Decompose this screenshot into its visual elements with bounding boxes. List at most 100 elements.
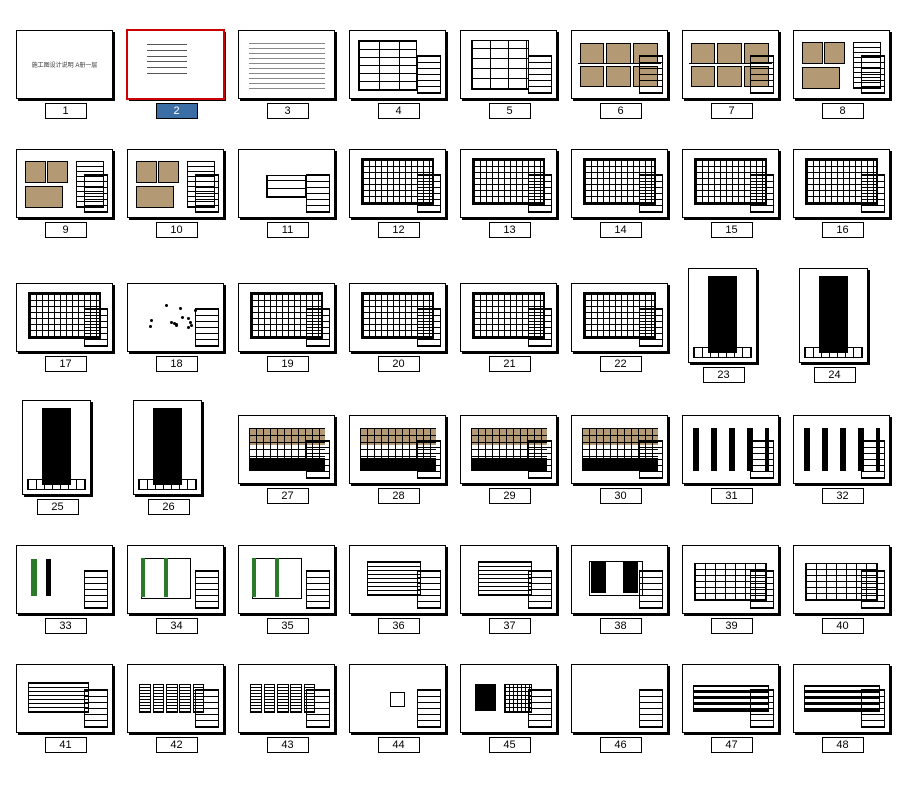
page-number-label[interactable]: 13: [489, 222, 531, 238]
page-number-label[interactable]: 24: [814, 367, 856, 383]
page-number-label[interactable]: 7: [711, 103, 753, 119]
page-number-label[interactable]: 23: [703, 367, 745, 383]
thumbnail-44[interactable]: 44: [349, 664, 446, 733]
thumbnail-42[interactable]: 42: [127, 664, 224, 733]
thumbnail-3[interactable]: 3: [238, 30, 335, 99]
page-number-label[interactable]: 22: [600, 356, 642, 372]
thumbnail-30[interactable]: 30: [571, 415, 668, 484]
page-number-label[interactable]: 12: [378, 222, 420, 238]
page-number-label[interactable]: 8: [822, 103, 864, 119]
page-number-label[interactable]: 35: [267, 618, 309, 634]
page-number-label[interactable]: 26: [148, 499, 190, 515]
page-number-label[interactable]: 2: [156, 103, 198, 119]
page-number-label[interactable]: 28: [378, 488, 420, 504]
thumbnail-38[interactable]: 38: [571, 545, 668, 614]
page-number-label[interactable]: 34: [156, 618, 198, 634]
thumbnail-7[interactable]: 7: [682, 30, 779, 99]
thumbnail-15[interactable]: 15: [682, 149, 779, 218]
page-number-label[interactable]: 37: [489, 618, 531, 634]
thumbnail-45[interactable]: 45: [460, 664, 557, 733]
thumbnail-26[interactable]: 26: [133, 400, 202, 495]
page-number-label[interactable]: 43: [267, 737, 309, 753]
thumbnail-31[interactable]: 31: [682, 415, 779, 484]
thumbnail-23[interactable]: 23: [688, 268, 757, 363]
page-number-label[interactable]: 18: [156, 356, 198, 372]
page-preview: [349, 30, 446, 99]
thumbnail-29[interactable]: 29: [460, 415, 557, 484]
page-number-label[interactable]: 40: [822, 618, 864, 634]
thumbnail-5[interactable]: 5: [460, 30, 557, 99]
thumbnail-17[interactable]: 17: [16, 283, 113, 352]
page-number-label[interactable]: 9: [45, 222, 87, 238]
thumbnail-13[interactable]: 13: [460, 149, 557, 218]
thumbnail-25[interactable]: 25: [22, 400, 91, 495]
thumbnail-35[interactable]: 35: [238, 545, 335, 614]
thumbnail-12[interactable]: 12: [349, 149, 446, 218]
page-preview: [238, 545, 335, 614]
thumbnail-4[interactable]: 4: [349, 30, 446, 99]
page-number-label[interactable]: 36: [378, 618, 420, 634]
thumbnail-24[interactable]: 24: [799, 268, 868, 363]
thumbnail-18[interactable]: 18: [127, 283, 224, 352]
page-number-label[interactable]: 6: [600, 103, 642, 119]
thumbnail-34[interactable]: 34: [127, 545, 224, 614]
page-number-label[interactable]: 29: [489, 488, 531, 504]
page-number-label[interactable]: 45: [489, 737, 531, 753]
thumbnail-2[interactable]: 2: [127, 30, 224, 99]
page-number-label[interactable]: 1: [45, 103, 87, 119]
page-number-label[interactable]: 15: [711, 222, 753, 238]
thumbnail-41[interactable]: 41: [16, 664, 113, 733]
page-number-label[interactable]: 31: [711, 488, 753, 504]
thumbnail-48[interactable]: 48: [793, 664, 890, 733]
page-number-label[interactable]: 11: [267, 222, 309, 238]
page-number-label[interactable]: 38: [600, 618, 642, 634]
thumbnail-46[interactable]: 46: [571, 664, 668, 733]
page-number-label[interactable]: 41: [45, 737, 87, 753]
thumbnail-10[interactable]: 10: [127, 149, 224, 218]
page-number-label[interactable]: 46: [600, 737, 642, 753]
page-number-label[interactable]: 10: [156, 222, 198, 238]
page-number-label[interactable]: 3: [267, 103, 309, 119]
page-number-label[interactable]: 27: [267, 488, 309, 504]
page-number-label[interactable]: 32: [822, 488, 864, 504]
page-preview: [793, 30, 890, 99]
page-number-label[interactable]: 47: [711, 737, 753, 753]
page-number-label[interactable]: 4: [378, 103, 420, 119]
thumbnail-28[interactable]: 28: [349, 415, 446, 484]
thumbnail-37[interactable]: 37: [460, 545, 557, 614]
page-number-label[interactable]: 25: [37, 499, 79, 515]
thumbnail-43[interactable]: 43: [238, 664, 335, 733]
thumbnail-33[interactable]: 33: [16, 545, 113, 614]
thumbnail-9[interactable]: 9: [16, 149, 113, 218]
page-number-label[interactable]: 44: [378, 737, 420, 753]
thumbnail-14[interactable]: 14: [571, 149, 668, 218]
thumbnail-6[interactable]: 6: [571, 30, 668, 99]
page-number-label[interactable]: 30: [600, 488, 642, 504]
thumbnail-1[interactable]: 施工图设计说明 A册一层1: [16, 30, 113, 99]
thumbnail-19[interactable]: 19: [238, 283, 335, 352]
page-number-label[interactable]: 48: [822, 737, 864, 753]
page-number-label[interactable]: 14: [600, 222, 642, 238]
thumbnail-16[interactable]: 16: [793, 149, 890, 218]
thumbnail-27[interactable]: 27: [238, 415, 335, 484]
thumbnail-36[interactable]: 36: [349, 545, 446, 614]
thumbnail-22[interactable]: 22: [571, 283, 668, 352]
thumbnail-21[interactable]: 21: [460, 283, 557, 352]
thumbnail-8[interactable]: 8: [793, 30, 890, 99]
page-number-label[interactable]: 5: [489, 103, 531, 119]
thumbnail-20[interactable]: 20: [349, 283, 446, 352]
thumbnail-39[interactable]: 39: [682, 545, 779, 614]
thumbnail-40[interactable]: 40: [793, 545, 890, 614]
page-number-label[interactable]: 39: [711, 618, 753, 634]
page-number-label[interactable]: 20: [378, 356, 420, 372]
page-number-label[interactable]: 17: [45, 356, 87, 372]
page-number-label[interactable]: 16: [822, 222, 864, 238]
page-number-label[interactable]: 42: [156, 737, 198, 753]
page-number-label[interactable]: 21: [489, 356, 531, 372]
thumbnail-11[interactable]: 11: [238, 149, 335, 218]
page-number-label[interactable]: 19: [267, 356, 309, 372]
page-number-label[interactable]: 33: [45, 618, 87, 634]
page-preview: [349, 283, 446, 352]
thumbnail-32[interactable]: 32: [793, 415, 890, 484]
thumbnail-47[interactable]: 47: [682, 664, 779, 733]
